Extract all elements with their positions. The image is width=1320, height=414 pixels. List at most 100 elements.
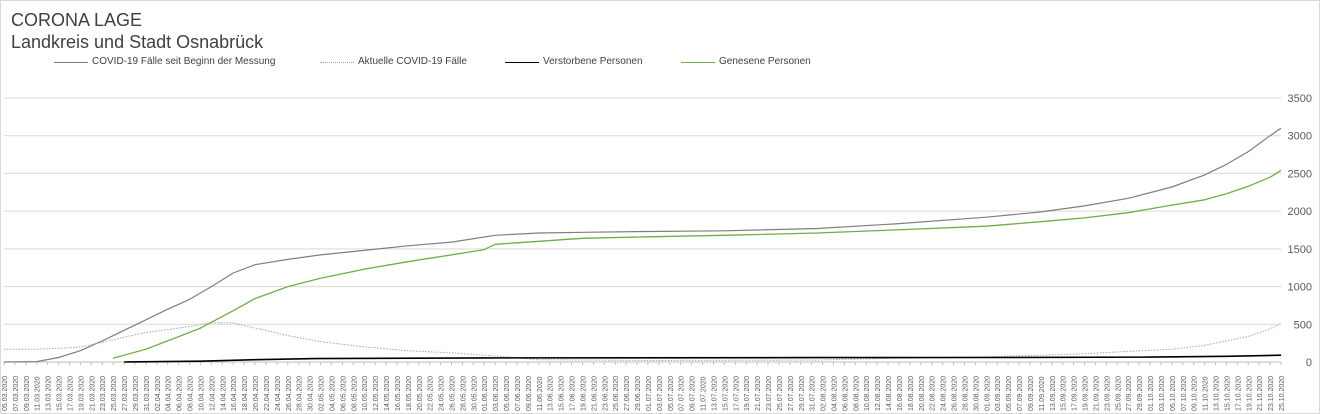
x-tick-label: 05.09.2020 <box>1006 376 1013 411</box>
x-tick-label: 28.05.2020 <box>460 376 467 411</box>
x-tick-label: 12.04.2020 <box>209 376 216 411</box>
x-tick-label: 06.05.2020 <box>340 376 347 411</box>
x-tick-label: 11.09.2020 <box>1039 376 1046 411</box>
x-tick-label: 29.09.2020 <box>1137 376 1144 411</box>
x-tick-label: 19.10.2020 <box>1246 376 1253 411</box>
x-tick-label: 18.04.2020 <box>242 376 249 411</box>
x-tick-label: 02.04.2020 <box>155 376 162 411</box>
x-tick-label: 20.05.2020 <box>417 376 424 411</box>
y-tick-label: 2000 <box>1288 206 1312 218</box>
x-tick-label: 09.03.2020 <box>24 376 31 411</box>
x-tick-label: 12.08.2020 <box>875 376 882 411</box>
x-tick-label: 31.07.2020 <box>810 376 817 411</box>
x-tick-label: 20.08.2020 <box>919 376 926 411</box>
x-tick-label: 15.06.2020 <box>559 376 566 411</box>
series-line-total-cases <box>3 127 1282 363</box>
x-tick-label: 21.06.2020 <box>591 376 598 411</box>
x-tick-label: 23.10.2020 <box>1268 376 1275 411</box>
x-tick-label: 03.10.2020 <box>1159 376 1166 411</box>
chart-title: CORONA LAGE <box>11 10 143 30</box>
x-tick-label: 19.03.2020 <box>78 376 85 411</box>
x-tick-label: 03.09.2020 <box>995 376 1002 411</box>
y-tick-label: 2500 <box>1288 168 1312 180</box>
x-tick-label: 16.05.2020 <box>395 376 402 411</box>
x-tick-label: 13.03.2020 <box>46 376 53 411</box>
x-tick-label: 03.06.2020 <box>493 376 500 411</box>
x-tick-label: 23.07.2020 <box>766 376 773 411</box>
x-tick-label: 08.08.2020 <box>853 376 860 411</box>
x-tick-label: 17.10.2020 <box>1235 376 1242 411</box>
x-tick-label: 04.04.2020 <box>166 376 173 411</box>
x-tick-label: 23.03.2020 <box>100 376 107 411</box>
series-line-recovered <box>112 169 1282 359</box>
x-tick-label: 18.08.2020 <box>908 376 915 411</box>
chart-title-block: CORONA LAGE Landkreis und Stadt Osnabrüc… <box>11 9 263 53</box>
x-tick-label: 10.05.2020 <box>362 376 369 411</box>
x-tick-label: 26.05.2020 <box>449 376 456 411</box>
x-tick-label: 27.03.2020 <box>122 376 129 411</box>
x-tick-label: 26.08.2020 <box>952 376 959 411</box>
x-tick-label: 05.10.2020 <box>1170 376 1177 411</box>
y-tick-label: 1000 <box>1288 282 1312 294</box>
x-tick-label: 14.08.2020 <box>886 376 893 411</box>
y-tick-label: 3500 <box>1288 93 1312 105</box>
x-tick-label: 08.05.2020 <box>351 376 358 411</box>
x-tick-label: 07.10.2020 <box>1181 376 1188 411</box>
x-tick-label: 21.03.2020 <box>89 376 96 411</box>
x-tick-label: 26.04.2020 <box>286 376 293 411</box>
x-tick-label: 08.04.2020 <box>188 376 195 411</box>
x-tick-label: 02.08.2020 <box>821 376 828 411</box>
x-tick-label: 25.09.2020 <box>1115 376 1122 411</box>
x-tick-label: 07.09.2020 <box>1017 376 1024 411</box>
x-tick-label: 02.05.2020 <box>319 376 326 411</box>
x-tick-label: 19.06.2020 <box>580 376 587 411</box>
x-tick-label: 19.09.2020 <box>1083 376 1090 411</box>
x-tick-label: 13.10.2020 <box>1214 376 1221 411</box>
x-tick-label: 16.04.2020 <box>231 376 238 411</box>
x-tick-label: 07.06.2020 <box>515 376 522 411</box>
x-tick-label: 17.07.2020 <box>733 376 740 411</box>
x-tick-label: 24.08.2020 <box>941 376 948 411</box>
x-tick-label: 15.07.2020 <box>722 376 729 411</box>
x-tick-label: 06.08.2020 <box>842 376 849 411</box>
x-tick-label: 11.10.2020 <box>1203 376 1210 411</box>
x-tick-label: 03.07.2020 <box>657 376 664 411</box>
x-tick-label: 15.09.2020 <box>1061 376 1068 411</box>
x-tick-label: 30.08.2020 <box>973 376 980 411</box>
x-tick-label: 07.03.2020 <box>13 376 20 411</box>
legend-swatch-deaths <box>505 62 539 63</box>
x-tick-label: 05.06.2020 <box>504 376 511 411</box>
x-tick-label: 06.04.2020 <box>177 376 184 411</box>
x-tick-label: 22.08.2020 <box>930 376 937 411</box>
x-tick-label: 24.04.2020 <box>275 376 282 411</box>
x-tick-label: 30.04.2020 <box>308 376 315 411</box>
x-tick-label: 29.03.2020 <box>133 376 140 411</box>
x-tick-label: 04.05.2020 <box>329 376 336 411</box>
y-tick-label: 1500 <box>1288 244 1312 256</box>
x-tick-label: 13.07.2020 <box>711 376 718 411</box>
series-line-active-cases <box>4 322 1282 361</box>
x-tick-label: 07.07.2020 <box>679 376 686 411</box>
x-tick-label: 16.08.2020 <box>897 376 904 411</box>
x-tick-label: 20.04.2020 <box>253 376 260 411</box>
series-line-deaths <box>124 354 1282 363</box>
x-tick-label: 28.04.2020 <box>297 376 304 411</box>
chart-subtitle: Landkreis und Stadt Osnabrück <box>11 32 264 52</box>
x-tick-label: 19.07.2020 <box>744 376 751 411</box>
x-tick-label: 05.07.2020 <box>668 376 675 411</box>
x-tick-label: 01.09.2020 <box>984 376 991 411</box>
legend-label-active-cases: Aktuelle COVID-19 Fälle <box>358 56 467 67</box>
x-tick-label: 13.06.2020 <box>548 376 555 411</box>
x-tick-label: 13.09.2020 <box>1050 376 1057 411</box>
legend-label-deaths: Verstorbene Personen <box>543 56 643 67</box>
x-tick-label: 05.03.2020 <box>2 376 9 411</box>
x-tick-label: 23.06.2020 <box>602 376 609 411</box>
x-tick-label: 25.10.2020 <box>1279 376 1286 411</box>
legend-swatch-total-cases <box>54 62 88 63</box>
x-tick-label: 21.10.2020 <box>1257 376 1264 411</box>
x-tick-label: 21.07.2020 <box>755 376 762 411</box>
x-tick-label: 25.07.2020 <box>777 376 784 411</box>
x-tick-label: 24.05.2020 <box>439 376 446 411</box>
x-tick-label: 22.04.2020 <box>264 376 271 411</box>
